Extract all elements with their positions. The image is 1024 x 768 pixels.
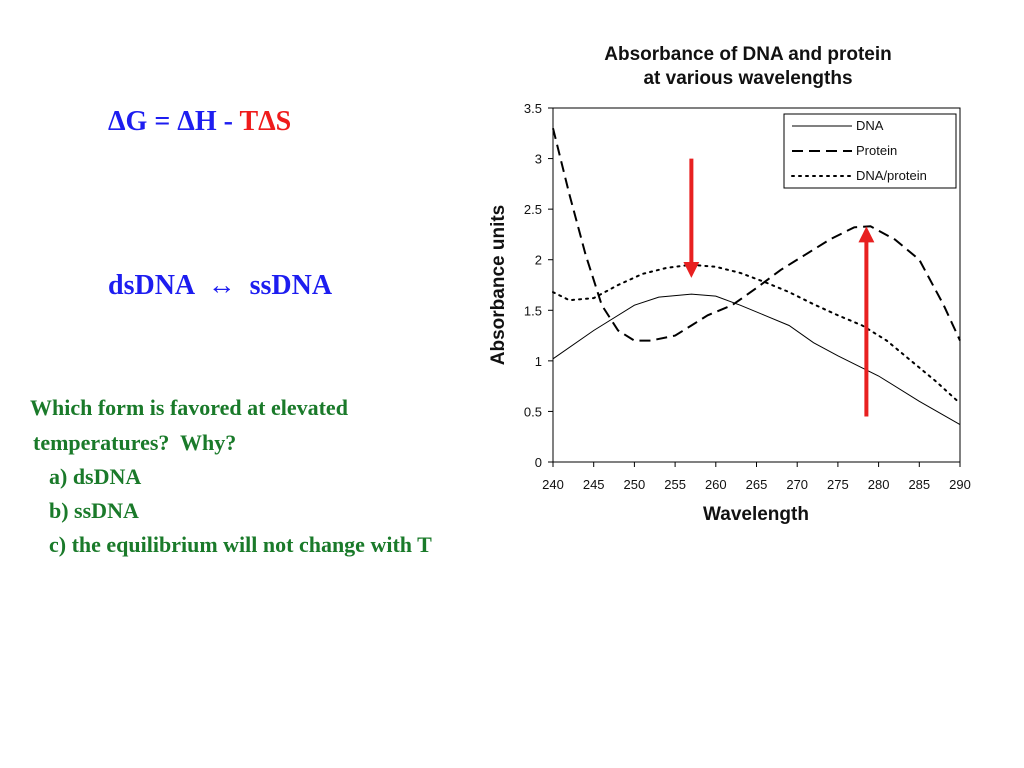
y-tick-label: 1 xyxy=(535,354,542,369)
x-tick-label: 240 xyxy=(542,477,564,492)
x-axis-ticks: 240 245 250 255 260 265 270 275 280 285 290 xyxy=(542,462,971,492)
y-tick-label: 3.5 xyxy=(524,101,542,116)
answer-option-a: a) dsDNA xyxy=(49,464,142,489)
series-lines xyxy=(552,127,961,426)
series-line-dna-protein xyxy=(552,263,961,405)
y-axis-label: Absorbance units xyxy=(488,205,509,365)
y-tick-label: 1.5 xyxy=(524,303,542,318)
x-tick-label: 290 xyxy=(949,477,971,492)
x-tick-label: 255 xyxy=(664,477,686,492)
dna-equilibrium-reaction: dsDNA ↔ ssDNA xyxy=(108,270,333,301)
question-line-2: temperatures? Why? xyxy=(33,430,237,455)
y-tick-label: 0 xyxy=(535,455,542,470)
x-tick-label: 280 xyxy=(868,477,890,492)
y-tick-label: 2 xyxy=(535,253,542,268)
legend: DNA Protein DNA/protein xyxy=(783,113,957,189)
y-tick-label: 2.5 xyxy=(524,202,542,217)
y-axis-ticks: 0 0.5 1 1.5 2 2.5 3 3.5 xyxy=(524,101,553,470)
x-tick-label: 250 xyxy=(624,477,646,492)
x-tick-label: 260 xyxy=(705,477,727,492)
series-line-dna xyxy=(552,293,961,426)
chart-subtitle: at various wavelengths xyxy=(643,68,852,89)
equation-part-enthalpy: ΔG = ΔH - xyxy=(108,106,240,137)
x-tick-label: 270 xyxy=(786,477,808,492)
answer-option-b: b) ssDNA xyxy=(49,498,139,523)
x-tick-label: 275 xyxy=(827,477,849,492)
x-tick-label: 285 xyxy=(908,477,930,492)
question-line-1: Which form is favored at elevated xyxy=(30,395,348,420)
x-axis-label: Wavelength xyxy=(703,504,809,525)
legend-label-dna-protein: DNA/protein xyxy=(856,168,927,183)
series-line-protein xyxy=(552,127,961,342)
x-tick-label: 265 xyxy=(746,477,768,492)
y-tick-label: 0.5 xyxy=(524,404,542,419)
absorbance-chart: Absorbance of DNA and protein at various… xyxy=(488,44,971,525)
chart-title: Absorbance of DNA and protein xyxy=(604,44,891,65)
free-energy-equation: ΔG = ΔH - TΔS xyxy=(108,106,291,138)
annotation-arrows xyxy=(683,158,875,417)
x-tick-label: 245 xyxy=(583,477,605,492)
y-tick-label: 3 xyxy=(535,152,542,167)
legend-label-protein: Protein xyxy=(856,143,897,158)
legend-label-dna: DNA xyxy=(856,118,884,133)
equation-part-entropy: TΔS xyxy=(239,106,292,137)
answer-option-c: c) the equilibrium will not change with … xyxy=(49,532,432,557)
